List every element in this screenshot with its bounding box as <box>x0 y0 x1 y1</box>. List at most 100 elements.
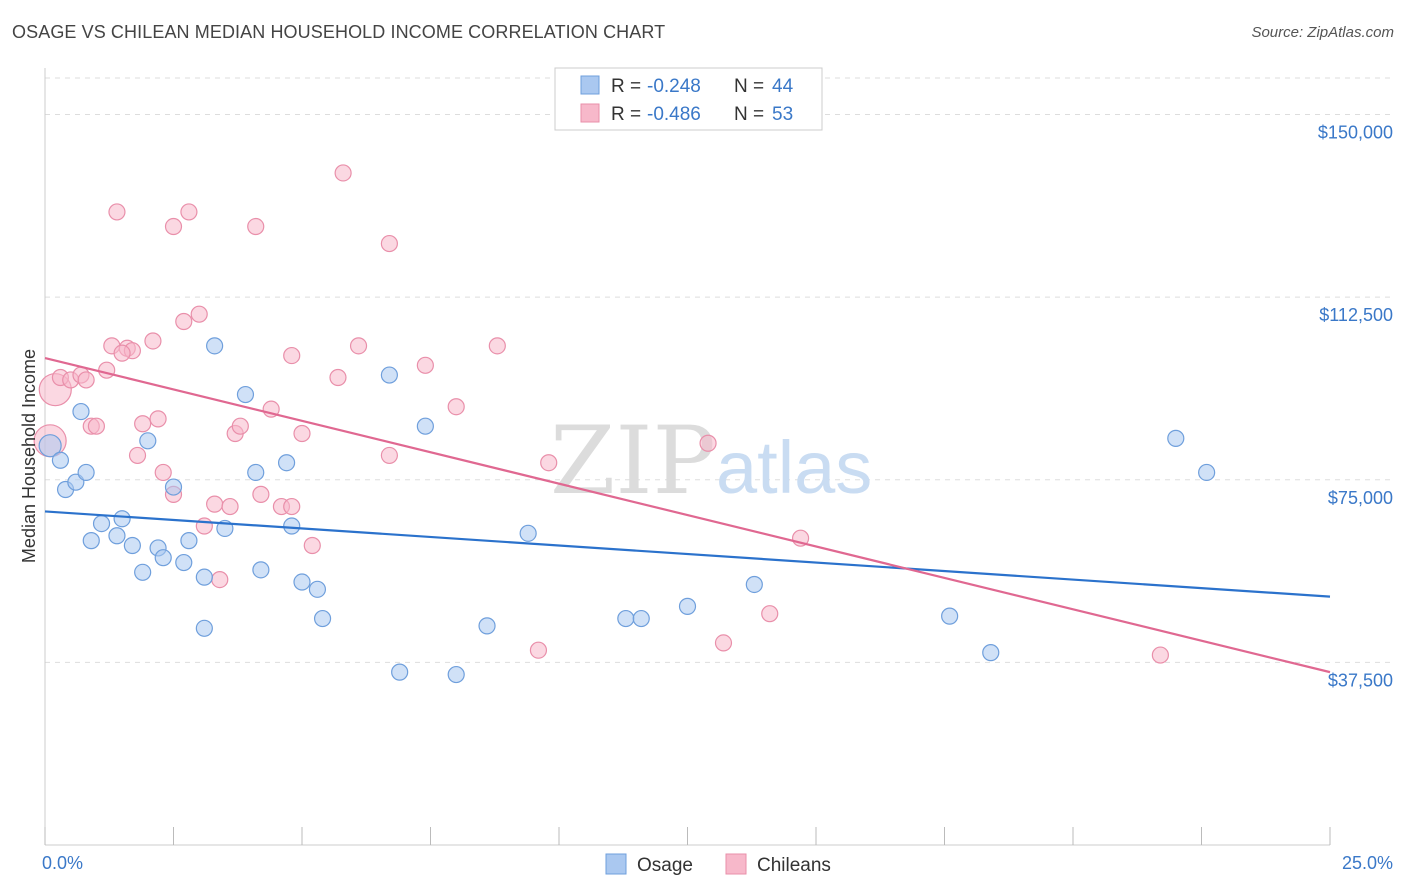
osage-point-27 <box>293 573 311 591</box>
stats-legend: R = -0.248 N = 44 R = -0.486 N = 53 <box>554 67 823 131</box>
y-tick-label-3: $150,000 <box>1318 123 1393 143</box>
chileans-point-30 <box>252 485 270 503</box>
chileans-point-28 <box>231 417 249 435</box>
chileans-point-23 <box>195 517 213 535</box>
grid-lines <box>45 77 1395 663</box>
osage-point-9 <box>113 510 131 528</box>
chileans-point-39 <box>349 337 368 355</box>
osage-trend-line <box>44 510 1331 598</box>
chileans-point-46 <box>540 454 558 472</box>
chileans-point-42 <box>416 356 434 374</box>
x-tick-labels: 0.0% 25.0% <box>42 853 1393 873</box>
osage-point-28 <box>308 580 327 598</box>
osage-point-0 <box>38 434 62 458</box>
chileans-point-44 <box>488 337 506 355</box>
osage-point-7 <box>92 514 111 533</box>
watermark: ZIP atlas <box>550 407 872 516</box>
osage-point-25 <box>277 454 296 472</box>
chileans-point-36 <box>303 536 321 555</box>
osage-point-4 <box>72 402 90 421</box>
osage-point-16 <box>175 553 193 572</box>
osage-point-43 <box>1198 463 1216 482</box>
y-tick-label-2: $112,500 <box>1319 305 1393 325</box>
osage-point-31 <box>391 663 409 681</box>
osage-point-1 <box>51 451 70 469</box>
osage-point-36 <box>617 609 635 628</box>
chileans-point-5 <box>77 371 95 389</box>
legend-r-value-chileans: -0.486 <box>647 104 701 125</box>
y-tick-label-0: $37,500 <box>1328 670 1393 690</box>
series-legend-label-osage: Osage <box>637 855 693 876</box>
chileans-point-15 <box>144 332 162 350</box>
trend-lines <box>44 356 1331 674</box>
osage-point-11 <box>134 563 152 581</box>
chileans-point-24 <box>206 495 224 513</box>
osage-point-29 <box>313 609 332 628</box>
chileans-point-25 <box>211 570 229 589</box>
chileans-point-29 <box>247 217 265 236</box>
legend-n-value-chileans: 53 <box>772 104 793 125</box>
osage-point-35 <box>519 524 537 542</box>
osage-point-34 <box>478 617 496 635</box>
chileans-point-52 <box>113 344 131 362</box>
osage-point-39 <box>745 575 763 594</box>
chileans-point-40 <box>380 446 398 465</box>
osage-point-10 <box>123 536 141 555</box>
legend-r-label-osage: R = <box>611 76 646 97</box>
chileans-point-22 <box>190 305 208 323</box>
x-tick-label-0: 0.0% <box>42 853 83 873</box>
legend-swatch-osage <box>580 75 600 95</box>
chileans-point-19 <box>164 217 183 236</box>
osage-point-23 <box>247 463 265 482</box>
x-tick-label-1: 25.0% <box>1342 853 1393 873</box>
chileans-point-20 <box>175 312 193 331</box>
osage-point-19 <box>195 619 213 637</box>
osage-point-32 <box>416 417 434 435</box>
osage-point-18 <box>195 568 213 586</box>
osage-point-41 <box>982 644 1000 662</box>
osage-point-22 <box>236 385 255 404</box>
chileans-trend-line <box>44 356 1331 674</box>
osage-point-17 <box>180 532 198 550</box>
osage-point-37 <box>632 609 650 628</box>
chileans-point-10 <box>108 203 126 221</box>
chileans-point-13 <box>128 446 147 465</box>
legend-n-label-osage: N = <box>734 76 769 97</box>
osage-point-26 <box>283 517 301 535</box>
chileans-point-47 <box>699 434 717 452</box>
chileans-point-17 <box>154 463 172 482</box>
chileans-point-34 <box>283 346 301 365</box>
y-tick-labels: $37,500 $75,000 $112,500 $150,000 <box>1318 123 1393 691</box>
source-label: Source: ZipAtlas.com <box>1251 24 1394 41</box>
osage-point-6 <box>82 532 100 550</box>
series-legend-label-chileans: Chileans <box>757 855 831 876</box>
chart-title: OSAGE VS CHILEAN MEDIAN HOUSEHOLD INCOME… <box>12 22 666 42</box>
legend-r-value-osage: -0.248 <box>647 76 701 97</box>
y-tick-label-1: $75,000 <box>1328 488 1393 508</box>
legend-swatch-chileans <box>580 103 600 123</box>
chileans-point-8 <box>98 361 116 379</box>
chileans-point-43 <box>447 398 465 416</box>
series-legend-swatch-chileans <box>725 853 747 875</box>
osage-point-33 <box>447 665 465 684</box>
watermark-atlas: atlas <box>716 426 872 509</box>
osage-point-15 <box>164 478 183 496</box>
osage-points <box>38 337 1216 684</box>
osage-point-8 <box>108 527 126 545</box>
legend-n-value-osage: 44 <box>772 76 794 97</box>
y-axis-title: Median Household Income <box>19 349 39 563</box>
osage-point-42 <box>1167 429 1185 447</box>
osage-point-20 <box>206 337 224 355</box>
chileans-point-48 <box>714 634 733 652</box>
chileans-point-45 <box>529 641 548 659</box>
osage-point-24 <box>252 561 270 579</box>
chileans-point-41 <box>380 234 398 253</box>
chileans-point-33 <box>283 497 301 516</box>
chileans-point-14 <box>134 415 152 433</box>
chileans-point-38 <box>329 368 347 387</box>
chileans-point-49 <box>761 605 779 623</box>
series-legend: Osage Chileans <box>605 853 831 876</box>
osage-point-12 <box>139 432 157 450</box>
osage-point-38 <box>678 597 697 615</box>
